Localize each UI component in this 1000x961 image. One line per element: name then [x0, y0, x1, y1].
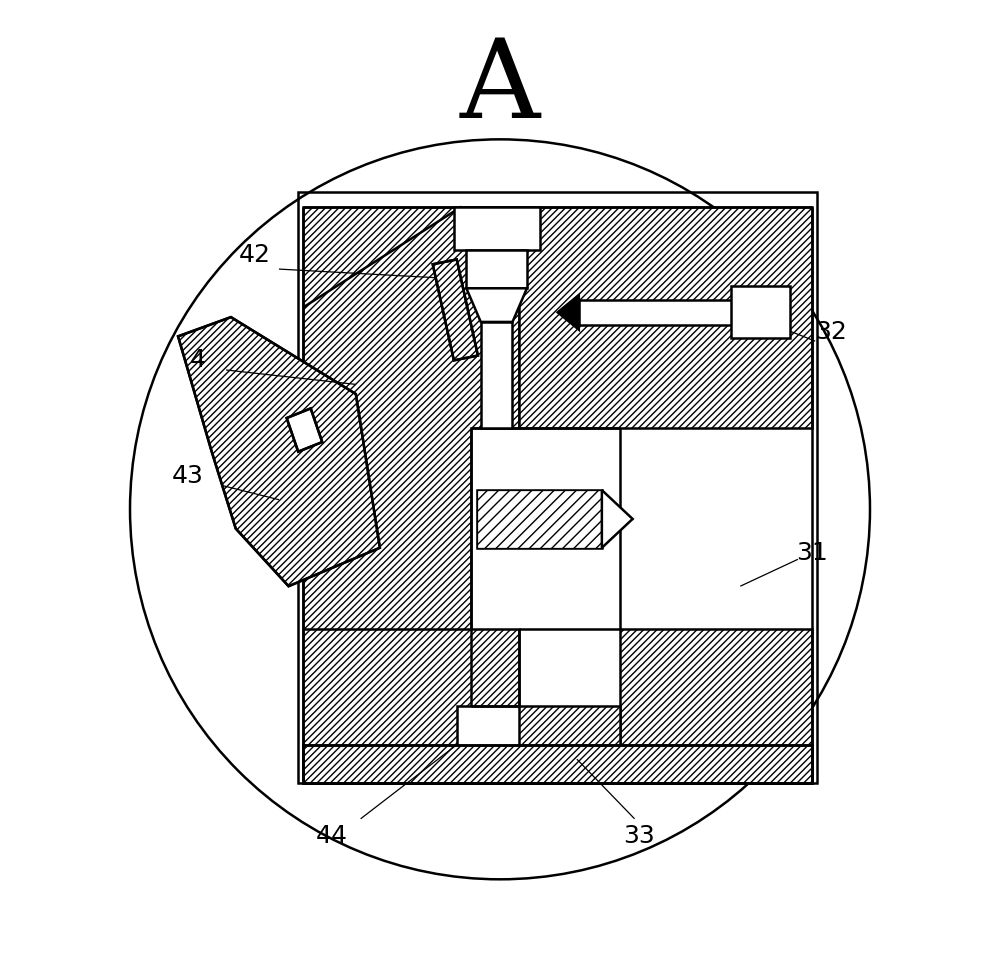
Bar	[579, 300, 747, 325]
Polygon shape	[519, 706, 620, 783]
Bar	[298, 192, 817, 783]
Polygon shape	[466, 288, 527, 322]
Bar	[731, 286, 790, 338]
Bar	[481, 322, 512, 428]
Polygon shape	[178, 317, 380, 586]
Text: 43: 43	[172, 464, 204, 487]
Text: 32: 32	[816, 320, 847, 343]
Polygon shape	[433, 259, 478, 360]
Bar	[303, 745, 812, 783]
Polygon shape	[287, 408, 322, 452]
Bar	[303, 745, 812, 783]
Polygon shape	[620, 629, 812, 783]
Text: 31: 31	[796, 541, 828, 564]
Text: A: A	[460, 34, 540, 140]
Polygon shape	[558, 295, 579, 330]
Text: 4: 4	[189, 349, 205, 372]
Bar	[477, 490, 602, 548]
Text: 33: 33	[623, 825, 655, 848]
Polygon shape	[519, 207, 812, 428]
Bar	[466, 250, 527, 288]
Bar	[477, 490, 602, 548]
Text: 44: 44	[316, 825, 348, 848]
Polygon shape	[602, 490, 633, 548]
Bar	[454, 207, 540, 250]
Text: 42: 42	[239, 243, 271, 266]
Polygon shape	[303, 207, 519, 778]
